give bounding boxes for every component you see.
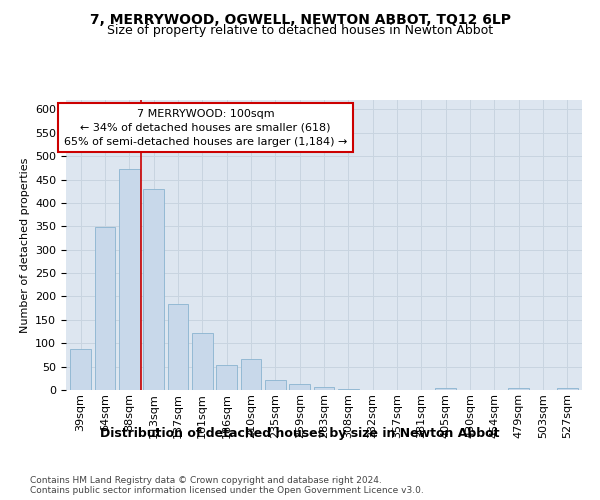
- Bar: [95, 227, 115, 390]
- Bar: [436, 388, 456, 390]
- Bar: [143, 189, 164, 390]
- Text: 7, MERRYWOOD, OGWELL, NEWTON ABBOT, TQ12 6LP: 7, MERRYWOOD, OGWELL, NEWTON ABBOT, TQ12…: [89, 12, 511, 26]
- Bar: [216, 365, 237, 390]
- Y-axis label: Number of detached properties: Number of detached properties: [20, 158, 29, 332]
- Bar: [289, 384, 310, 390]
- Text: Distribution of detached houses by size in Newton Abbot: Distribution of detached houses by size …: [100, 428, 500, 440]
- Bar: [557, 388, 578, 390]
- Text: Size of property relative to detached houses in Newton Abbot: Size of property relative to detached ho…: [107, 24, 493, 37]
- Text: Contains HM Land Registry data © Crown copyright and database right 2024.
Contai: Contains HM Land Registry data © Crown c…: [30, 476, 424, 495]
- Text: 7 MERRYWOOD: 100sqm
← 34% of detached houses are smaller (618)
65% of semi-detac: 7 MERRYWOOD: 100sqm ← 34% of detached ho…: [64, 108, 347, 146]
- Bar: [314, 387, 334, 390]
- Bar: [508, 388, 529, 390]
- Bar: [265, 380, 286, 390]
- Bar: [119, 169, 140, 390]
- Bar: [338, 388, 359, 390]
- Bar: [70, 349, 91, 390]
- Bar: [192, 333, 212, 390]
- Bar: [167, 304, 188, 390]
- Bar: [241, 358, 262, 390]
